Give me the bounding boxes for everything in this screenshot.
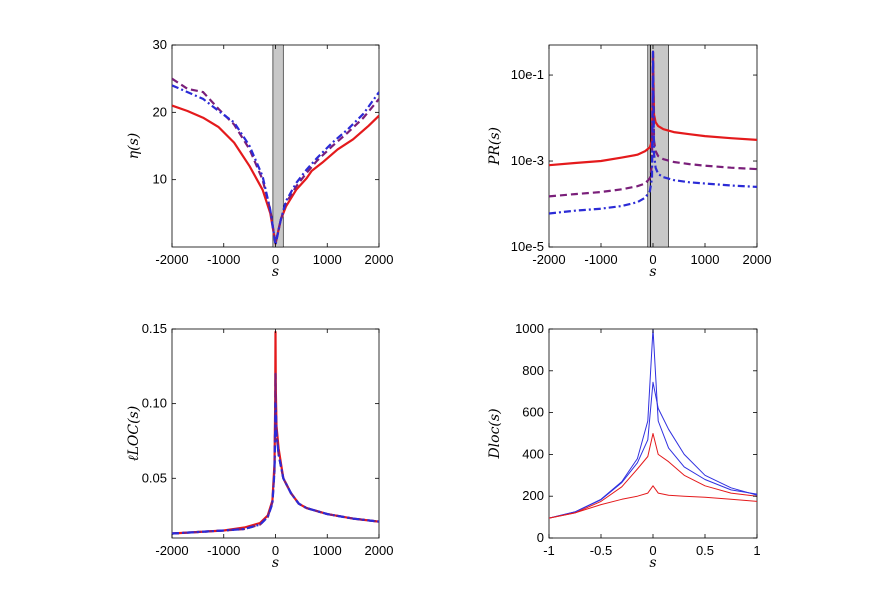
x-tick-label: 1000 bbox=[313, 543, 342, 558]
x-tick-label: -1 bbox=[543, 543, 555, 558]
y-tick-label: 20 bbox=[153, 104, 167, 119]
x-axis-label: s bbox=[272, 555, 279, 571]
y-tick-label: 10 bbox=[153, 172, 167, 187]
y-axis-label: η(s) bbox=[126, 133, 142, 160]
series-group bbox=[172, 330, 379, 535]
x-tick-label: 0 bbox=[272, 543, 279, 558]
x-tick-label: 0 bbox=[649, 543, 656, 558]
x-tick-label: 1000 bbox=[313, 252, 342, 267]
x-tick-label: 2000 bbox=[365, 543, 394, 558]
y-tick-label: 30 bbox=[153, 37, 167, 52]
series-line-3 bbox=[172, 402, 379, 535]
y-tick-label: 10e-1 bbox=[511, 67, 544, 82]
series-line-3 bbox=[549, 50, 757, 215]
y-tick-label: 0.05 bbox=[142, 470, 167, 485]
x-tick-label: -1000 bbox=[584, 252, 617, 267]
x-tick-label: 0 bbox=[272, 252, 279, 267]
shaded-band bbox=[272, 44, 284, 248]
series-group bbox=[549, 329, 757, 519]
dloc-panel: -1 -0.5 0 0.5 1 0 200 400 600 800 1000 s Dloc(s) bbox=[487, 321, 761, 571]
eta-panel: -2000 -1000 0 1000 2000 10 20 30 s η(s) bbox=[126, 37, 393, 280]
y-tick-label: 200 bbox=[522, 488, 544, 503]
x-tick-label: 2000 bbox=[743, 252, 772, 267]
x-axis-label: s bbox=[272, 264, 279, 280]
x-tick-label: -2000 bbox=[532, 252, 565, 267]
y-tick-label: 0 bbox=[537, 530, 544, 545]
x-tick-label: -2000 bbox=[155, 543, 188, 558]
x-tick-label: -0.5 bbox=[590, 543, 612, 558]
y-tick-label: 10e-3 bbox=[511, 153, 544, 168]
x-tick-label: 0.5 bbox=[696, 543, 714, 558]
x-tick-label: 1000 bbox=[691, 252, 720, 267]
y-axis-label: PR(s) bbox=[487, 127, 503, 166]
pr-panel: -2000 -1000 0 1000 2000 10e-5 10e-3 10e-1 s PR(s) bbox=[487, 44, 772, 280]
y-tick-label: 1000 bbox=[515, 321, 544, 336]
x-axis-label: s bbox=[649, 264, 656, 280]
x-tick-label: -1000 bbox=[207, 543, 240, 558]
x-tick-label: 2000 bbox=[365, 252, 394, 267]
series-line-3 bbox=[549, 433, 757, 519]
series-group bbox=[172, 77, 379, 247]
y-tick-label: 0.15 bbox=[142, 321, 167, 336]
x-tick-label: 0 bbox=[649, 252, 656, 267]
y-tick-label: 800 bbox=[522, 363, 544, 378]
y-tick-label: 0.10 bbox=[142, 396, 167, 411]
y-tick-label: 600 bbox=[522, 405, 544, 420]
x-tick-label: -2000 bbox=[155, 252, 188, 267]
series-group bbox=[549, 50, 757, 215]
x-axis-label: s bbox=[649, 555, 656, 571]
x-tick-label: -1000 bbox=[207, 252, 240, 267]
y-tick-label: 400 bbox=[522, 446, 544, 461]
y-axis-label: Dloc(s) bbox=[487, 408, 503, 459]
x-tick-label: 1 bbox=[753, 543, 760, 558]
series-line-4 bbox=[549, 485, 757, 519]
series-line-3 bbox=[172, 84, 379, 247]
y-tick-label: 10e-5 bbox=[511, 239, 544, 254]
series-line-2 bbox=[549, 381, 757, 519]
lloc-panel: -2000 -1000 0 1000 2000 0.05 0.10 0.15 s ℓLOC(s) bbox=[126, 321, 393, 571]
y-axis-label: ℓLOC(s) bbox=[126, 406, 142, 461]
